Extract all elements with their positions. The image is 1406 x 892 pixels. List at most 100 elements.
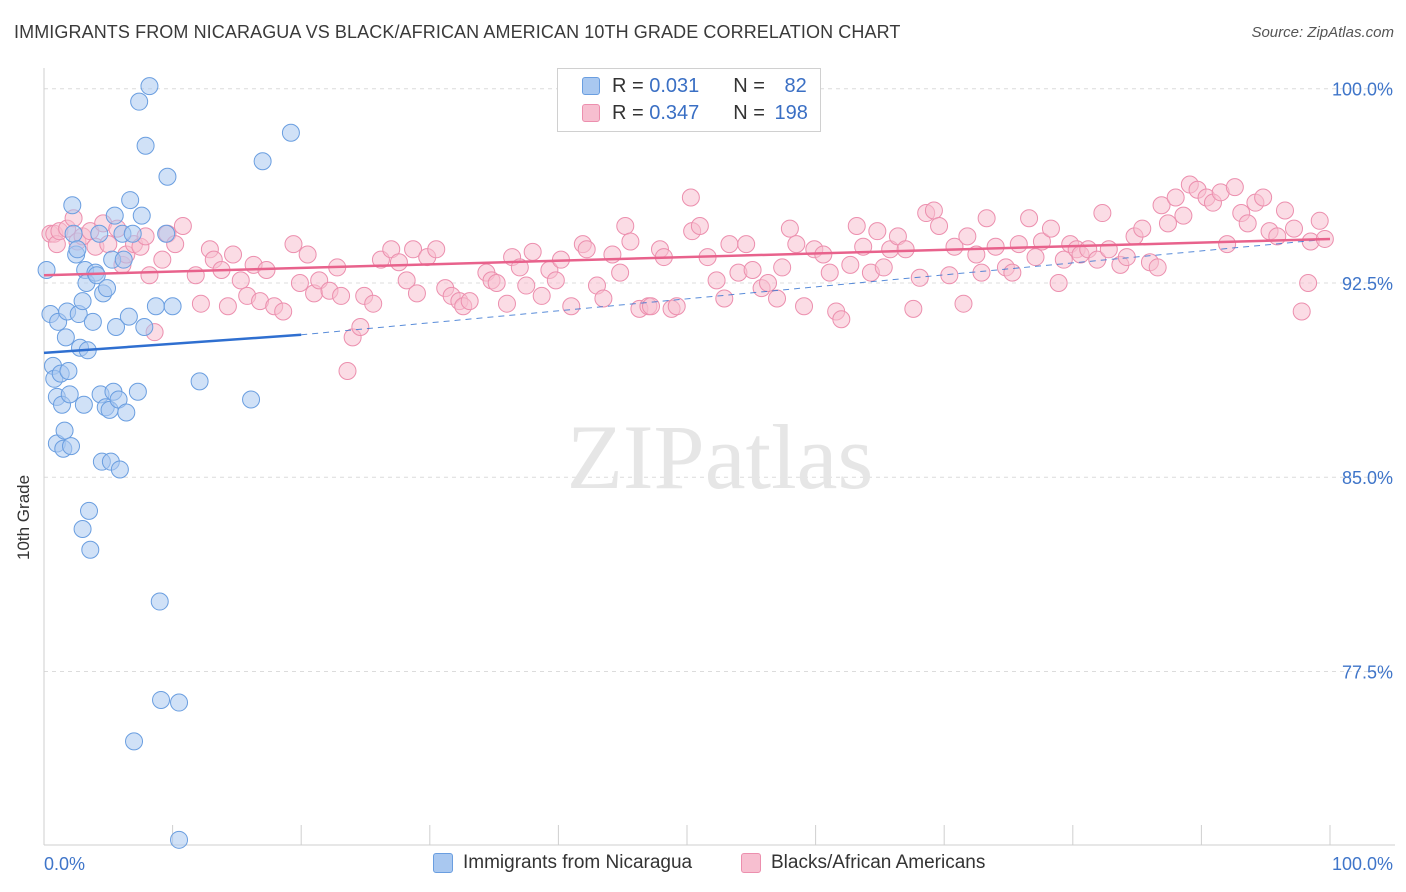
data-point-blacks bbox=[1299, 273, 1318, 292]
data-point-blacks bbox=[621, 232, 640, 251]
data-point-nicaragua bbox=[68, 240, 87, 259]
data-point-blacks bbox=[1148, 258, 1167, 277]
trend-line-blacks bbox=[43, 237, 1331, 277]
data-point-blacks bbox=[707, 271, 726, 290]
data-point-nicaragua bbox=[163, 297, 182, 316]
data-point-blacks bbox=[404, 240, 423, 259]
data-point-blacks bbox=[896, 240, 915, 259]
legend-r-label: R = bbox=[612, 74, 644, 97]
data-point-blacks bbox=[231, 271, 250, 290]
data-point-blacks bbox=[977, 209, 996, 228]
data-point-blacks bbox=[1284, 219, 1303, 238]
data-point-nicaragua bbox=[140, 77, 159, 96]
data-point-blacks bbox=[218, 297, 237, 316]
data-point-blacks bbox=[1292, 302, 1311, 321]
data-point-blacks bbox=[1003, 263, 1022, 282]
data-point-blacks bbox=[517, 276, 536, 295]
data-point-nicaragua bbox=[125, 732, 144, 751]
bottom-legend-swatch-pink bbox=[741, 853, 761, 873]
legend-n-value: 198 bbox=[774, 101, 808, 124]
data-point-blacks bbox=[1133, 219, 1152, 238]
data-point-blacks bbox=[1093, 204, 1112, 223]
legend-n-label: N = bbox=[733, 74, 765, 97]
data-point-blacks bbox=[1275, 201, 1294, 220]
data-point-nicaragua bbox=[152, 690, 171, 709]
data-point-blacks bbox=[904, 299, 923, 318]
data-point-nicaragua bbox=[73, 292, 92, 311]
y-axis-label: 10th Grade bbox=[14, 474, 33, 560]
data-point-blacks bbox=[191, 294, 210, 313]
data-point-blacks bbox=[284, 235, 303, 254]
data-point-nicaragua bbox=[83, 312, 102, 331]
series-nicaragua-points bbox=[37, 77, 300, 849]
data-point-nicaragua bbox=[158, 167, 177, 186]
legend-row-nicaragua: R = 0.031 N = 82 bbox=[582, 74, 807, 98]
data-point-blacks bbox=[743, 261, 762, 280]
data-point-blacks bbox=[1049, 273, 1068, 292]
data-point-blacks bbox=[1009, 235, 1028, 254]
data-point-nicaragua bbox=[281, 123, 300, 142]
y-tick-labels: 77.5% 85.0% 92.5% 100.0% bbox=[1332, 80, 1393, 683]
y-tick-label: 77.5% bbox=[1342, 662, 1393, 682]
data-point-nicaragua bbox=[81, 540, 100, 559]
data-point-blacks bbox=[910, 268, 929, 287]
data-point-blacks bbox=[820, 263, 839, 282]
data-point-blacks bbox=[940, 266, 959, 285]
legend-r-label: R = bbox=[612, 101, 644, 124]
data-point-blacks bbox=[510, 258, 529, 277]
data-point-nicaragua bbox=[73, 520, 92, 539]
data-point-nicaragua bbox=[253, 152, 272, 171]
data-point-nicaragua bbox=[130, 92, 149, 111]
data-point-blacks bbox=[958, 227, 977, 246]
data-point-blacks bbox=[1254, 188, 1273, 207]
series-blacks-points bbox=[41, 175, 1334, 381]
data-point-blacks bbox=[690, 216, 709, 235]
data-point-blacks bbox=[1238, 214, 1257, 233]
y-tick-label: 92.5% bbox=[1342, 274, 1393, 294]
data-point-nicaragua bbox=[98, 279, 117, 298]
data-point-blacks bbox=[332, 286, 351, 305]
data-point-blacks bbox=[1310, 211, 1329, 230]
data-point-nicaragua bbox=[119, 307, 138, 326]
chart-title: IMMIGRANTS FROM NICARAGUA VS BLACK/AFRIC… bbox=[14, 22, 901, 42]
data-point-nicaragua bbox=[170, 693, 189, 712]
data-point-blacks bbox=[924, 201, 943, 220]
data-point-blacks bbox=[780, 219, 799, 238]
data-point-blacks bbox=[364, 294, 383, 313]
data-point-blacks bbox=[641, 297, 660, 316]
legend-r-value: 0.347 bbox=[649, 101, 700, 124]
data-point-blacks bbox=[351, 318, 370, 336]
data-point-blacks bbox=[1026, 248, 1045, 267]
trend-lines bbox=[43, 237, 1331, 355]
bottom-legend-nicaragua: Immigrants from Nicaragua bbox=[433, 852, 692, 874]
x-tick-labels: 0.0% 100.0% bbox=[44, 854, 1393, 874]
data-point-blacks bbox=[759, 273, 778, 292]
data-point-blacks bbox=[667, 297, 686, 316]
data-point-blacks bbox=[787, 235, 806, 254]
data-point-blacks bbox=[715, 289, 734, 308]
data-point-blacks bbox=[397, 271, 416, 290]
data-point-blacks bbox=[389, 253, 408, 272]
data-point-nicaragua bbox=[74, 395, 93, 414]
trend-line-nicaragua bbox=[43, 333, 302, 355]
data-point-nicaragua bbox=[64, 224, 83, 243]
data-point-nicaragua bbox=[123, 224, 142, 243]
data-point-blacks bbox=[1218, 235, 1237, 254]
data-point-blacks bbox=[832, 310, 851, 329]
data-point-blacks bbox=[681, 188, 700, 207]
data-point-blacks bbox=[1174, 206, 1193, 225]
bottom-legend-label-nicaragua: Immigrants from Nicaragua bbox=[463, 852, 693, 873]
data-point-nicaragua bbox=[146, 297, 165, 316]
data-point-blacks bbox=[1117, 248, 1136, 267]
data-point-blacks bbox=[298, 245, 317, 264]
data-point-nicaragua bbox=[55, 421, 74, 440]
data-point-blacks bbox=[611, 263, 630, 282]
legend-n-value: 82 bbox=[784, 74, 807, 97]
data-point-blacks bbox=[153, 250, 172, 269]
data-point-nicaragua bbox=[190, 372, 209, 391]
data-point-nicaragua bbox=[132, 206, 151, 225]
data-point-blacks bbox=[532, 286, 551, 305]
data-point-blacks bbox=[546, 271, 565, 290]
legend-r-value: 0.031 bbox=[649, 74, 700, 97]
data-point-nicaragua bbox=[128, 382, 147, 401]
